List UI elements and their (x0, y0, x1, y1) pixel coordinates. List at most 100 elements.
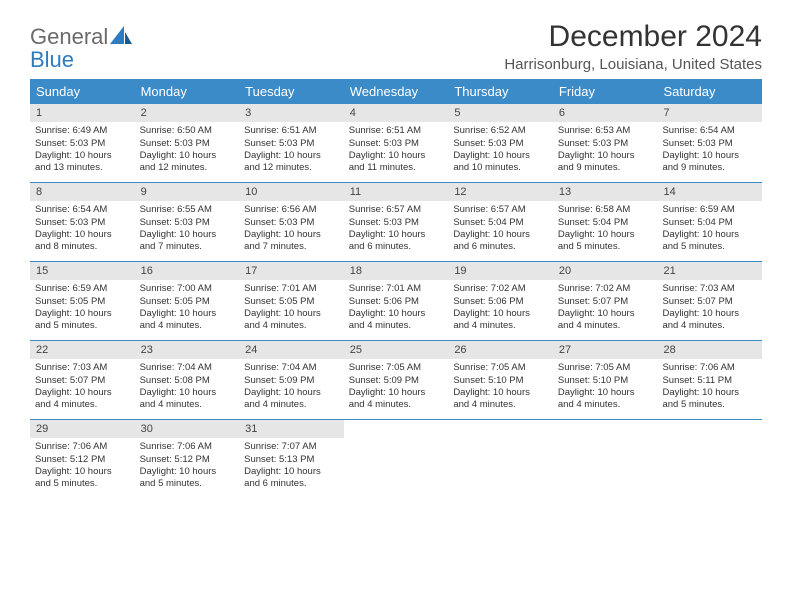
day-sunrise: Sunrise: 6:59 AM (35, 283, 130, 295)
day-body: Sunrise: 6:51 AMSunset: 5:03 PMDaylight:… (239, 122, 344, 179)
day-cell: 29Sunrise: 7:06 AMSunset: 5:12 PMDayligh… (30, 420, 135, 498)
month-title: December 2024 (504, 20, 762, 54)
day-daylight1: Daylight: 10 hours (244, 387, 339, 399)
day-sunset: Sunset: 5:04 PM (453, 217, 548, 229)
day-number: 26 (448, 341, 553, 359)
calendar-grid: Sunday Monday Tuesday Wednesday Thursday… (30, 79, 762, 498)
day-cell: 21Sunrise: 7:03 AMSunset: 5:07 PMDayligh… (657, 262, 762, 340)
logo-text-blue: Blue (30, 47, 74, 72)
day-cell: 5Sunrise: 6:52 AMSunset: 5:03 PMDaylight… (448, 104, 553, 182)
day-daylight2: and 4 minutes. (453, 399, 548, 411)
day-sunrise: Sunrise: 7:02 AM (558, 283, 653, 295)
week-row: 15Sunrise: 6:59 AMSunset: 5:05 PMDayligh… (30, 261, 762, 340)
day-daylight2: and 11 minutes. (349, 162, 444, 174)
weekday-thursday: Thursday (448, 79, 553, 104)
day-sunrise: Sunrise: 7:05 AM (453, 362, 548, 374)
weekday-header-row: Sunday Monday Tuesday Wednesday Thursday… (30, 79, 762, 104)
day-daylight2: and 4 minutes. (244, 399, 339, 411)
day-body: Sunrise: 6:51 AMSunset: 5:03 PMDaylight:… (344, 122, 449, 179)
day-cell: 25Sunrise: 7:05 AMSunset: 5:09 PMDayligh… (344, 341, 449, 419)
day-daylight2: and 12 minutes. (140, 162, 235, 174)
day-cell: 10Sunrise: 6:56 AMSunset: 5:03 PMDayligh… (239, 183, 344, 261)
day-number: 10 (239, 183, 344, 201)
day-sunset: Sunset: 5:09 PM (244, 375, 339, 387)
day-number: 11 (344, 183, 449, 201)
day-sunrise: Sunrise: 7:03 AM (35, 362, 130, 374)
day-sunset: Sunset: 5:10 PM (453, 375, 548, 387)
day-daylight1: Daylight: 10 hours (662, 387, 757, 399)
day-daylight2: and 7 minutes. (244, 241, 339, 253)
day-number: 24 (239, 341, 344, 359)
day-daylight1: Daylight: 10 hours (662, 150, 757, 162)
day-daylight1: Daylight: 10 hours (140, 229, 235, 241)
day-number: 25 (344, 341, 449, 359)
day-sunset: Sunset: 5:13 PM (244, 454, 339, 466)
day-daylight1: Daylight: 10 hours (349, 150, 444, 162)
day-sunrise: Sunrise: 7:05 AM (558, 362, 653, 374)
day-daylight2: and 6 minutes. (244, 478, 339, 490)
day-daylight1: Daylight: 10 hours (35, 150, 130, 162)
day-daylight1: Daylight: 10 hours (349, 229, 444, 241)
day-number: 19 (448, 262, 553, 280)
day-daylight2: and 4 minutes. (349, 399, 444, 411)
day-daylight2: and 5 minutes. (558, 241, 653, 253)
day-daylight1: Daylight: 10 hours (453, 229, 548, 241)
day-cell: 6Sunrise: 6:53 AMSunset: 5:03 PMDaylight… (553, 104, 658, 182)
week-row: 8Sunrise: 6:54 AMSunset: 5:03 PMDaylight… (30, 182, 762, 261)
day-daylight2: and 4 minutes. (558, 320, 653, 332)
location-text: Harrisonburg, Louisiana, United States (504, 56, 762, 73)
day-body: Sunrise: 6:54 AMSunset: 5:03 PMDaylight:… (657, 122, 762, 179)
day-daylight2: and 5 minutes. (35, 320, 130, 332)
day-daylight2: and 5 minutes. (662, 241, 757, 253)
day-sunset: Sunset: 5:03 PM (35, 138, 130, 150)
day-sunset: Sunset: 5:03 PM (453, 138, 548, 150)
day-body: Sunrise: 7:02 AMSunset: 5:06 PMDaylight:… (448, 280, 553, 337)
day-sunset: Sunset: 5:03 PM (140, 217, 235, 229)
day-cell: 27Sunrise: 7:05 AMSunset: 5:10 PMDayligh… (553, 341, 658, 419)
day-sunrise: Sunrise: 6:57 AM (349, 204, 444, 216)
day-sunrise: Sunrise: 7:03 AM (662, 283, 757, 295)
day-body: Sunrise: 6:52 AMSunset: 5:03 PMDaylight:… (448, 122, 553, 179)
day-number: 1 (30, 104, 135, 122)
day-cell: 28Sunrise: 7:06 AMSunset: 5:11 PMDayligh… (657, 341, 762, 419)
day-daylight1: Daylight: 10 hours (662, 229, 757, 241)
day-daylight1: Daylight: 10 hours (349, 308, 444, 320)
day-body: Sunrise: 6:57 AMSunset: 5:03 PMDaylight:… (344, 201, 449, 258)
day-sunset: Sunset: 5:03 PM (349, 217, 444, 229)
day-sunrise: Sunrise: 6:55 AM (140, 204, 235, 216)
day-cell: 31Sunrise: 7:07 AMSunset: 5:13 PMDayligh… (239, 420, 344, 498)
weekday-sunday: Sunday (30, 79, 135, 104)
day-daylight1: Daylight: 10 hours (244, 229, 339, 241)
day-daylight2: and 4 minutes. (453, 320, 548, 332)
day-daylight1: Daylight: 10 hours (558, 229, 653, 241)
day-body: Sunrise: 7:01 AMSunset: 5:05 PMDaylight:… (239, 280, 344, 337)
day-sunset: Sunset: 5:07 PM (35, 375, 130, 387)
day-sunrise: Sunrise: 6:57 AM (453, 204, 548, 216)
day-number: 29 (30, 420, 135, 438)
day-sunset: Sunset: 5:03 PM (558, 138, 653, 150)
day-body: Sunrise: 7:05 AMSunset: 5:10 PMDaylight:… (553, 359, 658, 416)
day-number: 20 (553, 262, 658, 280)
day-number: 30 (135, 420, 240, 438)
day-sunrise: Sunrise: 6:49 AM (35, 125, 130, 137)
day-sunrise: Sunrise: 6:51 AM (349, 125, 444, 137)
day-body: Sunrise: 7:07 AMSunset: 5:13 PMDaylight:… (239, 438, 344, 495)
day-daylight2: and 5 minutes. (662, 399, 757, 411)
day-number: 9 (135, 183, 240, 201)
day-body: Sunrise: 6:50 AMSunset: 5:03 PMDaylight:… (135, 122, 240, 179)
day-body: Sunrise: 6:53 AMSunset: 5:03 PMDaylight:… (553, 122, 658, 179)
day-daylight1: Daylight: 10 hours (140, 308, 235, 320)
day-daylight2: and 13 minutes. (35, 162, 130, 174)
day-number: 27 (553, 341, 658, 359)
day-number: 2 (135, 104, 240, 122)
day-sunset: Sunset: 5:06 PM (453, 296, 548, 308)
day-body: Sunrise: 6:49 AMSunset: 5:03 PMDaylight:… (30, 122, 135, 179)
day-daylight2: and 6 minutes. (349, 241, 444, 253)
day-body: Sunrise: 7:01 AMSunset: 5:06 PMDaylight:… (344, 280, 449, 337)
day-sunrise: Sunrise: 7:04 AM (244, 362, 339, 374)
logo-sail-icon (110, 26, 132, 44)
day-sunset: Sunset: 5:03 PM (662, 138, 757, 150)
day-body: Sunrise: 7:02 AMSunset: 5:07 PMDaylight:… (553, 280, 658, 337)
day-number: 12 (448, 183, 553, 201)
day-daylight1: Daylight: 10 hours (35, 308, 130, 320)
